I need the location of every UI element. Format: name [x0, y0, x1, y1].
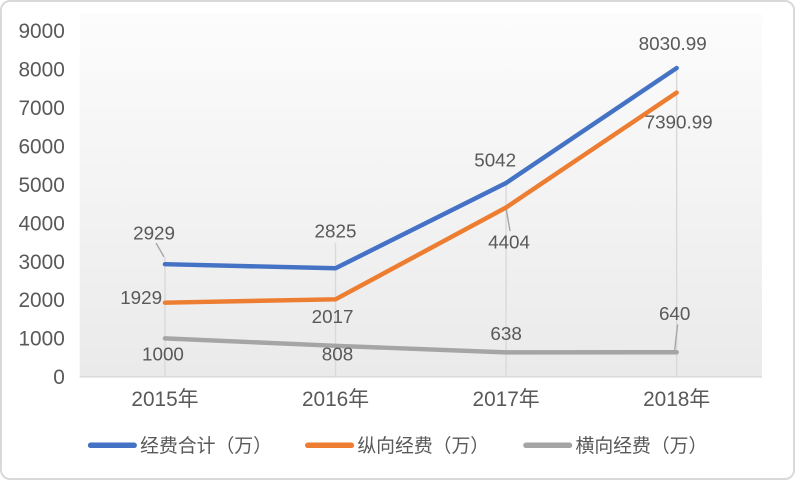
plot-area: [79, 13, 762, 377]
y-axis-tick-label: 6000: [18, 135, 64, 158]
legend-item-horizontal-funding[interactable]: 横向经费（万）: [523, 435, 708, 456]
series-line-total-funding[interactable]: [162, 65, 679, 271]
data-label: 1000: [142, 344, 184, 365]
y-axis-tick-label: 8000: [18, 59, 64, 82]
guide-lines-layer: [79, 68, 762, 378]
data-label: 7390.99: [645, 112, 713, 133]
legend-item-total-funding[interactable]: 经费合计（万）: [87, 435, 272, 456]
data-label: 1929: [120, 287, 162, 308]
y-axis-tick-label: 4000: [18, 212, 64, 235]
axis-and-labels-layer: 0 1000 2000 3000 4000 5000 6000 7000 8000 9000 201…: [18, 20, 712, 411]
data-label: 640: [659, 303, 690, 324]
y-axis-tick-label: 7000: [18, 97, 64, 120]
legend-label: 横向经费（万）: [576, 435, 708, 456]
legend: 经费合计（万） 纵向经费（万） 横向经费（万）: [87, 435, 708, 456]
y-axis-tick-label: 0: [53, 366, 65, 389]
x-axis-category-label: 2016年: [302, 388, 369, 411]
data-label: 808: [322, 344, 353, 365]
y-axis-tick-label: 1000: [18, 328, 64, 351]
legend-label: 纵向经费（万）: [357, 435, 489, 456]
series-line-vertical-funding[interactable]: [162, 90, 679, 305]
series-line-horizontal-funding[interactable]: [162, 336, 679, 355]
series-layer: [162, 65, 679, 355]
label-leader-line: [505, 208, 511, 232]
data-label: 5042: [474, 149, 516, 170]
y-axis-tick-label: 5000: [18, 174, 64, 197]
data-label: 8030.99: [639, 33, 707, 54]
data-label: 2825: [315, 221, 357, 242]
label-leader-line: [155, 242, 165, 258]
legend-item-vertical-funding[interactable]: 纵向经费（万）: [305, 435, 489, 456]
label-leader-line: [673, 324, 679, 351]
legend-label: 经费合计（万）: [140, 435, 272, 456]
data-label: 2929: [133, 223, 175, 244]
y-axis-tick-label: 9000: [18, 20, 64, 43]
x-axis-category-label: 2017年: [473, 388, 540, 411]
y-axis-tick-label: 2000: [18, 289, 64, 312]
x-axis-category-label: 2015年: [131, 388, 198, 411]
x-axis-category-label: 2018年: [643, 388, 710, 411]
data-label: 4404: [488, 232, 530, 253]
data-label: 638: [490, 323, 521, 344]
plot-background-layer: [79, 13, 762, 377]
data-label: 2017: [312, 306, 354, 327]
y-axis-tick-label: 3000: [18, 251, 64, 274]
